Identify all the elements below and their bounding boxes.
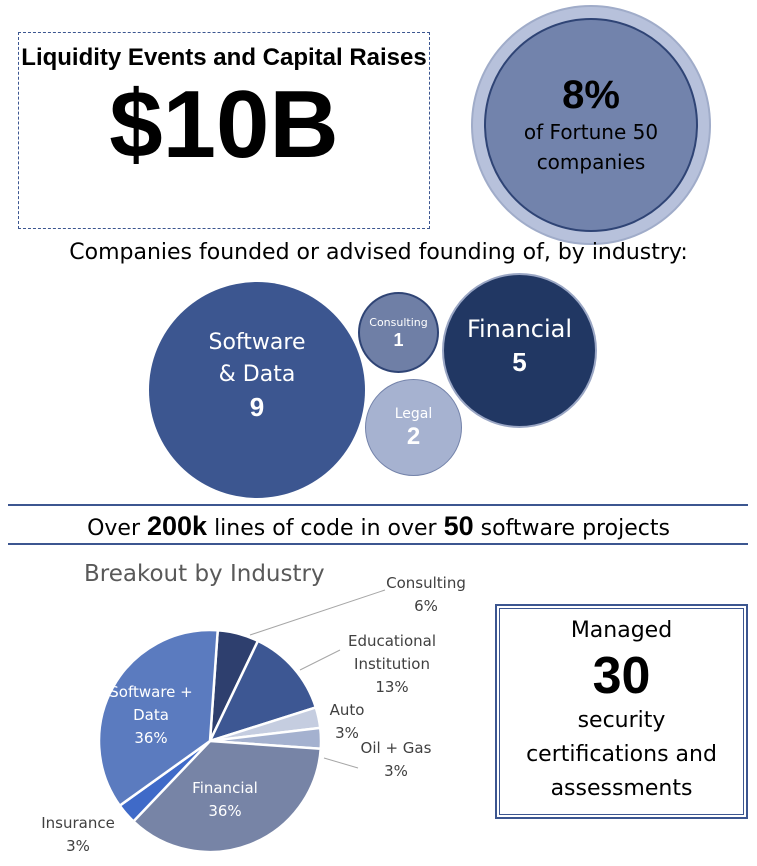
data-label-category: Financial: [192, 779, 258, 797]
managed-box: Managed 30 security certifications and a…: [495, 604, 748, 819]
data-label-category: Data: [133, 706, 169, 724]
bubble-financial: Financial 5: [442, 273, 597, 428]
bubble-count: 5: [512, 346, 527, 377]
data-label-category: Insurance: [41, 814, 115, 832]
bubble-label: Consulting: [369, 315, 428, 329]
bubble-label: Software: [208, 330, 306, 355]
fortune-outer-circle: 8% of Fortune 50 companies: [471, 5, 711, 245]
liquidity-title: Liquidity Events and Capital Raises: [21, 44, 427, 71]
pie-slice-software-data: [97, 628, 220, 808]
managed-line: Managed: [570, 618, 673, 643]
banner-text: Over: [87, 516, 147, 541]
chart-title: Breakout by Industry: [84, 561, 325, 587]
data-label-category: Oil + Gas: [361, 739, 432, 757]
banner-text: lines of code in over: [207, 516, 444, 541]
leader-line: [323, 757, 359, 769]
banner-lines-count: 200k: [147, 511, 208, 541]
data-label-percent: 3%: [66, 837, 90, 855]
companies-heading: Companies founded or advised founding of…: [69, 240, 688, 265]
fortune-line1: of Fortune 50: [523, 120, 659, 144]
data-label-category: Educational: [348, 632, 436, 650]
liquidity-box: Liquidity Events and Capital Raises $10B: [18, 32, 430, 229]
managed-line: security: [577, 708, 666, 733]
managed-line: certifications and: [526, 742, 717, 767]
bubble-label: Financial: [466, 314, 573, 343]
data-label-category: Consulting: [386, 574, 466, 592]
data-label-percent: 13%: [375, 678, 408, 696]
leader-line: [299, 649, 341, 671]
leader-line: [249, 589, 386, 636]
pie-chart: Breakout by Industry Consulting 6% Educati…: [41, 561, 466, 855]
data-label-percent: 36%: [134, 729, 167, 747]
data-label-percent: 6%: [414, 597, 438, 615]
bubble-count: 1: [393, 329, 404, 350]
data-label-category: Software +: [109, 683, 192, 701]
bubble-count: 9: [249, 392, 265, 422]
bubble-label: & Data: [218, 362, 296, 387]
data-label-percent: 3%: [384, 762, 408, 780]
data-label-percent: 3%: [335, 724, 359, 742]
pie-slice-financial: [131, 739, 323, 854]
banner-text: software projects: [473, 516, 670, 541]
fortune-line2: companies: [536, 150, 646, 174]
bubble-count: 2: [406, 422, 421, 450]
fortune-value: 8%: [562, 73, 620, 117]
liquidity-value: $10B: [109, 71, 339, 178]
data-label-category: Institution: [354, 655, 430, 673]
fortune-circle: 8% of Fortune 50 companies: [484, 18, 698, 232]
bubble-consulting: Consulting 1: [358, 292, 439, 373]
divider: [8, 504, 748, 506]
bubble-software-data: Software & Data 9: [149, 282, 365, 498]
code-banner: Over 200k lines of code in over 50 softw…: [0, 510, 757, 545]
managed-number: 30: [592, 647, 651, 705]
data-label-category: Auto: [330, 701, 365, 719]
divider: [8, 543, 748, 545]
pie-slice-educational-institution: [207, 639, 318, 744]
bubble-label: Legal: [394, 405, 433, 422]
data-label-percent: 36%: [208, 802, 241, 820]
bubble-legal: Legal 2: [365, 379, 462, 476]
banner-projects-count: 50: [443, 511, 474, 541]
managed-line: assessments: [550, 776, 693, 801]
